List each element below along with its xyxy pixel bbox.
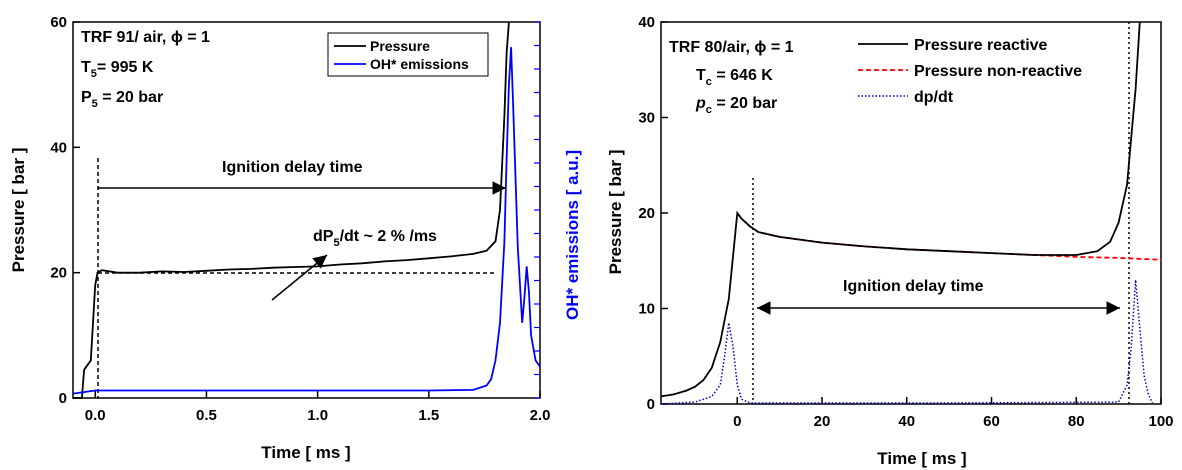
y-tick-label: 0 bbox=[59, 390, 67, 407]
chart2-x-ticks: 0 20 40 60 80 100 bbox=[733, 397, 1174, 430]
pressure-non-reactive-series-line bbox=[736, 212, 1162, 261]
chart1-mixture-label: TRF 91/ air, ϕ = 1 bbox=[81, 29, 210, 46]
x-tick-label: 0.0 bbox=[85, 407, 106, 424]
legend-label-pressure-non-reactive: Pressure non-reactive bbox=[914, 63, 1082, 80]
chart2-y-ticks: 0 10 20 30 40 bbox=[638, 14, 668, 413]
pressure-oh-chart: 0.0 0.5 1.0 1.5 2.0 0 20 40 60 Ignition delay t… bbox=[9, 14, 582, 462]
y-tick-label: 30 bbox=[638, 110, 655, 127]
x-tick-label: 60 bbox=[983, 413, 1000, 430]
legend-label-oh-emissions: OH* emissions bbox=[370, 56, 469, 72]
chart2-mixture-label: TRF 80/air, ϕ = 1 bbox=[669, 39, 794, 56]
chart1-temperature-label: T5= 995 K bbox=[81, 59, 154, 80]
chart1-legend-box bbox=[327, 32, 489, 77]
y-tick-label: 60 bbox=[50, 14, 67, 31]
chart1-pressure-label: P5 = 20 bar bbox=[81, 89, 163, 110]
y-tick-label: 40 bbox=[50, 139, 67, 156]
y-tick-label: 10 bbox=[638, 301, 655, 318]
pressure-reactive-series-line bbox=[660, 21, 1141, 398]
chart1-legend: Pressure OH* emissions bbox=[327, 32, 489, 77]
x-tick-label: 0 bbox=[733, 413, 741, 430]
chart2-x-axis-label: Time [ ms ] bbox=[877, 449, 966, 468]
y-tick-label: 20 bbox=[50, 265, 67, 282]
chart1-plot-frame bbox=[72, 21, 541, 399]
dpdt-series-line bbox=[660, 279, 1154, 405]
chart2-legend: Pressure reactive Pressure non-reactive … bbox=[858, 37, 1082, 106]
chart1-x-axis-label: Time [ ms ] bbox=[261, 443, 350, 462]
pressure-trace-chart: 0 20 40 60 80 100 0 10 20 30 40 Ignition delay ti… bbox=[606, 14, 1174, 468]
y-tick-label: 20 bbox=[638, 205, 655, 222]
x-tick-label: 100 bbox=[1148, 413, 1173, 430]
pressure-series-line bbox=[73, 21, 510, 399]
oh-emissions-series-line bbox=[72, 47, 541, 395]
chart2-temperature-label: Tc = 646 K bbox=[696, 67, 773, 88]
chart2-ignition-delay-label: Ignition delay time bbox=[843, 278, 984, 295]
chart1-rate-label: dP5/dt ~ 2 % /ms bbox=[313, 228, 437, 249]
chart1-x-ticks: 0.0 0.5 1.0 1.5 2.0 bbox=[85, 391, 551, 424]
legend-label-pressure: Pressure bbox=[370, 38, 430, 54]
chart2-y-axis-label: Pressure [ bar ] bbox=[606, 150, 625, 275]
chart2-pressure-label: pc = 20 bar bbox=[695, 95, 777, 116]
x-tick-label: 20 bbox=[814, 413, 831, 430]
chart1-rate-arrow bbox=[271, 254, 328, 301]
chart1-y-ticks: 0 20 40 60 bbox=[50, 14, 80, 407]
chart1-y-axis-label: Pressure [ bar ] bbox=[9, 148, 28, 273]
x-tick-label: 0.5 bbox=[196, 407, 217, 424]
x-tick-label: 1.0 bbox=[307, 407, 328, 424]
y-tick-label: 40 bbox=[638, 14, 655, 31]
x-tick-label: 80 bbox=[1068, 413, 1085, 430]
x-tick-label: 1.5 bbox=[418, 407, 439, 424]
x-tick-label: 2.0 bbox=[530, 407, 551, 424]
x-tick-label: 40 bbox=[898, 413, 915, 430]
legend-label-pressure-reactive: Pressure reactive bbox=[914, 37, 1048, 54]
chart1-ignition-delay-label: Ignition delay time bbox=[222, 159, 363, 176]
y-tick-label: 0 bbox=[647, 396, 655, 413]
chart1-right-y-ticks bbox=[534, 21, 540, 399]
chart1-right-y-axis-label: OH* emissions [ a.u.] bbox=[563, 150, 582, 320]
legend-label-dpdt: dp/dt bbox=[914, 89, 954, 106]
